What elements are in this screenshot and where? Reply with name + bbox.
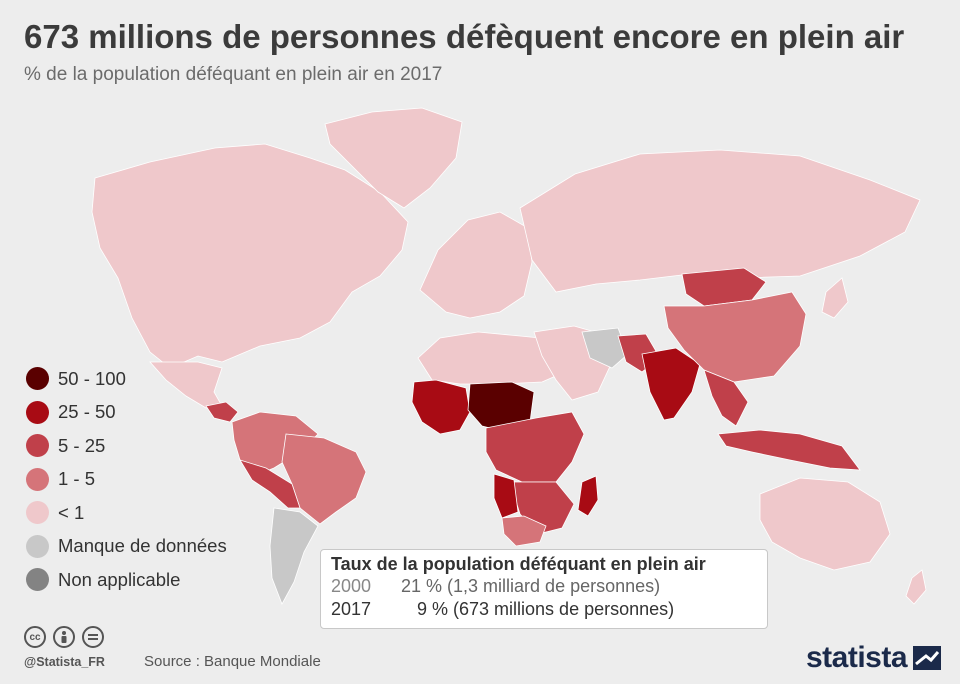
region-southern-cone: [269, 507, 319, 605]
legend-swatch: [26, 501, 49, 525]
chart-title: 673 millions de personnes défèquent enco…: [24, 18, 905, 55]
legend-swatch: [26, 400, 49, 424]
region-greenland: [324, 107, 463, 209]
legend-item: Non applicable: [26, 563, 227, 597]
region-indonesia: [717, 429, 861, 471]
legend-swatch: [26, 434, 49, 458]
statista-mark-icon: [913, 646, 942, 670]
legend-item: 25 - 50: [26, 396, 227, 430]
brand-name: statista: [806, 641, 908, 674]
region-new-zealand: [905, 569, 927, 605]
legend-label: Non applicable: [58, 568, 181, 590]
world-map: [91, 107, 927, 605]
region-north-america: [91, 143, 409, 369]
legend: 50 - 100 25 - 50 5 - 25 1 - 5 < 1 Manque…: [26, 362, 227, 597]
summary-year: 2017: [331, 599, 372, 619]
region-southeast-asia: [703, 369, 749, 427]
legend-label: 50 - 100: [58, 367, 126, 389]
legend-label: 25 - 50: [58, 401, 116, 423]
nd-icon[interactable]: [82, 626, 104, 648]
summary-row-2017: 2017 9 % (673 millions de personnes): [331, 598, 757, 621]
by-icon[interactable]: [53, 626, 75, 648]
region-central-africa: [485, 411, 585, 483]
legend-label: Manque de données: [58, 535, 227, 557]
legend-swatch: [26, 367, 49, 391]
region-madagascar: [577, 475, 599, 517]
legend-label: 1 - 5: [58, 468, 96, 490]
region-india: [641, 347, 701, 421]
legend-item: 1 - 5: [26, 463, 227, 497]
summary-year: 2000: [331, 576, 372, 596]
legend-swatch: [26, 467, 49, 491]
region-namibia: [493, 473, 519, 519]
region-japan: [821, 277, 849, 319]
region-australia: [759, 477, 891, 571]
license-icons: cc: [24, 626, 104, 648]
region-russia: [519, 149, 921, 293]
chart-subtitle: % de la population déféquant en plein ai…: [24, 64, 443, 85]
region-china: [663, 291, 807, 383]
summary-box: Taux de la population déféquant en plein…: [320, 549, 768, 629]
cc-icon[interactable]: cc: [24, 626, 46, 648]
legend-item: 5 - 25: [26, 429, 227, 463]
source-note: Source : Banque Mondiale: [144, 653, 321, 670]
region-bolivia: [239, 459, 301, 509]
social-handle[interactable]: @Statista_FR: [24, 655, 105, 669]
legend-item: < 1: [26, 496, 227, 530]
statista-logo[interactable]: statista: [806, 641, 942, 675]
region-iran: [581, 327, 629, 369]
region-south-africa: [501, 515, 547, 547]
summary-title: Taux de la population déféquant en plein…: [331, 554, 706, 574]
region-southern-africa: [509, 481, 575, 535]
legend-item: 50 - 100: [26, 362, 227, 396]
legend-item: Manque de données: [26, 530, 227, 564]
region-europe: [419, 211, 533, 319]
region-west-africa: [411, 379, 471, 435]
region-central-america: [205, 401, 239, 423]
region-brazil: [281, 433, 367, 525]
legend-label: 5 - 25: [58, 434, 106, 456]
legend-swatch: [26, 534, 49, 558]
legend-label: < 1: [58, 501, 85, 523]
summary-value: 9 % (673 millions de personnes): [417, 599, 675, 619]
summary-row-2000: 2000 21 % (1,3 milliard de personnes): [331, 575, 757, 598]
summary-value: 21 % (1,3 milliard de personnes): [401, 576, 661, 596]
legend-swatch: [26, 568, 49, 592]
